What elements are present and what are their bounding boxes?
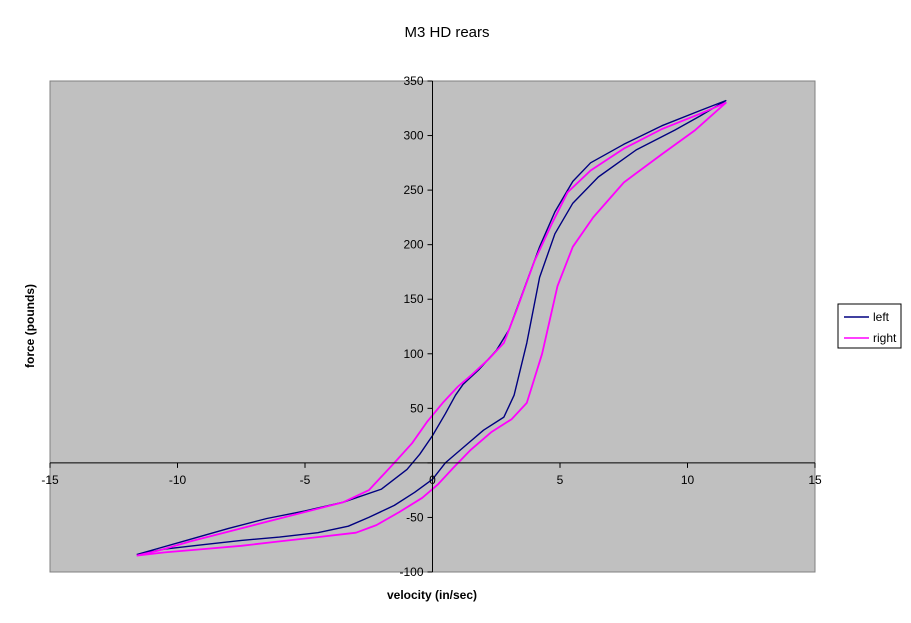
x-tick-label: 0 <box>429 473 436 487</box>
y-tick-label: -100 <box>399 565 423 579</box>
y-tick-label: 350 <box>403 74 423 88</box>
x-tick-label: -5 <box>300 473 311 487</box>
series-line-right <box>136 101 727 557</box>
tick-layer: -15 -10 -5 0 5 10 15-100-505010015020025030035… <box>41 74 822 579</box>
y-tick-label: 50 <box>410 401 424 415</box>
y-axis-label: force (pounds) <box>23 284 37 368</box>
y-tick-label: 300 <box>403 129 423 143</box>
y-tick-label: 100 <box>403 347 423 361</box>
x-tick-label: 10 <box>681 473 695 487</box>
legend-label-left: left <box>873 310 890 324</box>
x-tick-label: 5 <box>557 473 564 487</box>
x-axis-label: velocity (in/sec) <box>387 588 477 602</box>
legend: left right <box>837 303 902 349</box>
y-tick-label: 250 <box>403 183 423 197</box>
legend-label-right: right <box>873 331 897 345</box>
x-tick-label: -10 <box>169 473 187 487</box>
series-line-left <box>136 99 727 556</box>
series-layer <box>136 99 727 557</box>
x-tick-label: -15 <box>41 473 59 487</box>
chart-title: M3 HD rears <box>404 24 489 41</box>
y-tick-label: -50 <box>406 510 424 524</box>
x-tick-label: 15 <box>808 473 822 487</box>
legend-box <box>837 303 902 349</box>
y-tick-label: 150 <box>403 292 423 306</box>
y-tick-label: 200 <box>403 238 423 252</box>
